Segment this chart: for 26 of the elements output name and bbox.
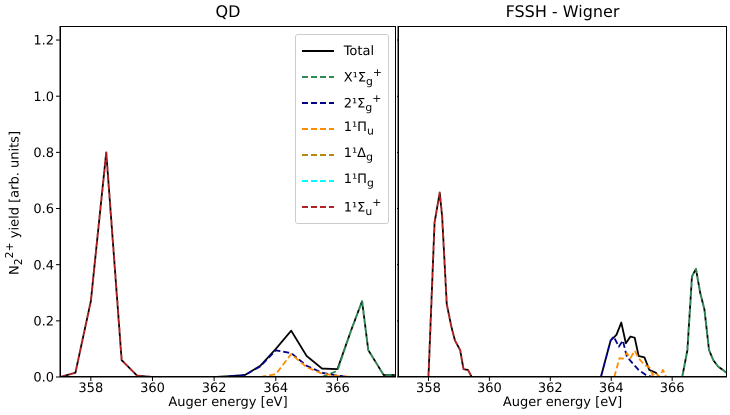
legend-label: Total — [344, 44, 374, 58]
x-tick-label: 362 — [202, 381, 227, 396]
chart-title: QD — [214, 2, 242, 21]
line-series — [321, 300, 396, 377]
x-tick-label: 358 — [78, 381, 104, 396]
y-tick-label: 0.6 — [33, 202, 54, 218]
x-tick-label: 360 — [476, 381, 502, 396]
y-tick-label: 0.0 — [33, 370, 54, 386]
x-tick-label: 358 — [416, 381, 441, 396]
legend-label: 1¹Π$_{u}$ — [344, 120, 374, 138]
x-tick-label: 364 — [263, 381, 288, 396]
x-axis-title: Auger energy [eV] — [167, 395, 289, 410]
y-tick-label: 0.8 — [33, 146, 54, 161]
chart-title: FSSH - Wigner — [504, 2, 620, 21]
x-tick-label: 362 — [538, 381, 563, 396]
x-axis-title: Auger energy [eV] — [502, 395, 624, 410]
y-tick-label: 0.2 — [33, 314, 54, 330]
y-tick-label: 0.4 — [33, 258, 54, 274]
x-tick-label: 366 — [325, 381, 350, 396]
legend-label: 1¹Π$_{g}$ — [344, 172, 374, 190]
legend-label: 1¹Δ$_{g}$ — [344, 146, 373, 164]
x-tick-label: 366 — [660, 381, 685, 396]
y-tick-label: 1.2 — [33, 34, 54, 49]
y-tick-label: 1.0 — [33, 90, 54, 105]
x-tick-label: 364 — [598, 381, 624, 396]
x-tick-label: 360 — [140, 381, 165, 396]
